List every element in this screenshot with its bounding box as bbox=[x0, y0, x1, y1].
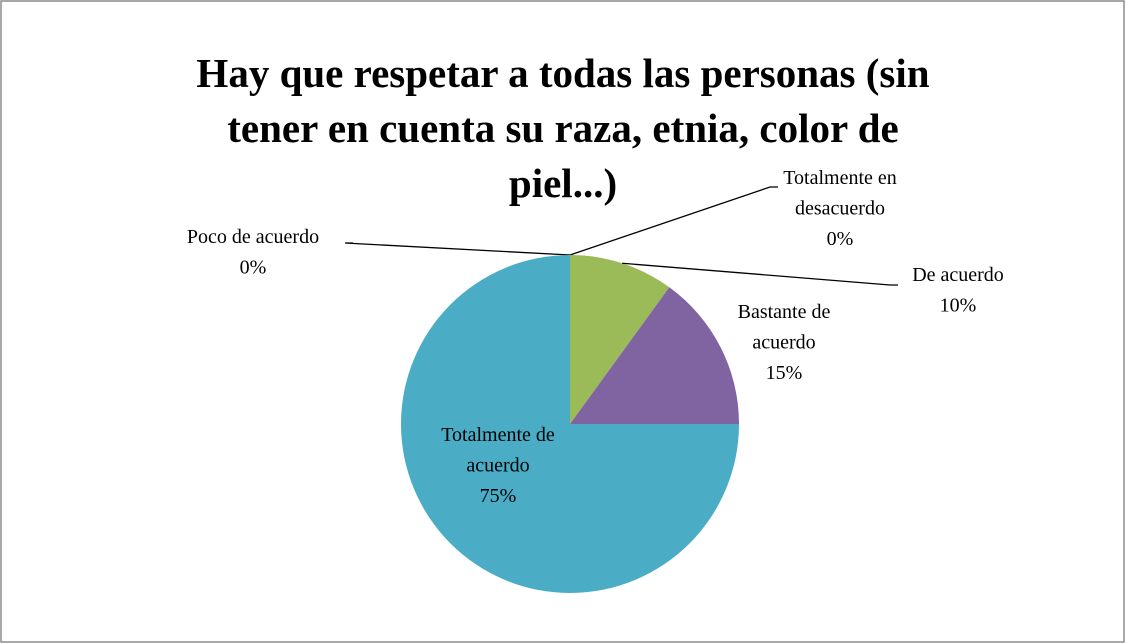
leader-line bbox=[569, 186, 778, 256]
slice-label: Totalmente en desacuerdo bbox=[783, 167, 897, 220]
slice-value-label: 15% bbox=[766, 362, 803, 384]
slice-value-label: 75% bbox=[480, 485, 517, 507]
leader-line bbox=[622, 262, 898, 286]
chart-title: Hay que respetar a todas las personas (s… bbox=[196, 50, 929, 206]
pie-slice bbox=[570, 255, 670, 424]
slice-label: Totalmente de acuerdo bbox=[441, 424, 555, 477]
slice-value-label: 0% bbox=[827, 228, 854, 250]
slice-value-label: 0% bbox=[240, 257, 267, 279]
pie-slice bbox=[570, 287, 739, 424]
slice-label: De acuerdo bbox=[912, 264, 1004, 286]
slice-value-label: 10% bbox=[940, 295, 977, 317]
slice-label: Bastante de acuerdo bbox=[738, 301, 831, 354]
slice-label: Poco de acuerdo bbox=[187, 226, 319, 248]
leader-line bbox=[344, 242, 571, 256]
pie-slice bbox=[401, 255, 739, 593]
